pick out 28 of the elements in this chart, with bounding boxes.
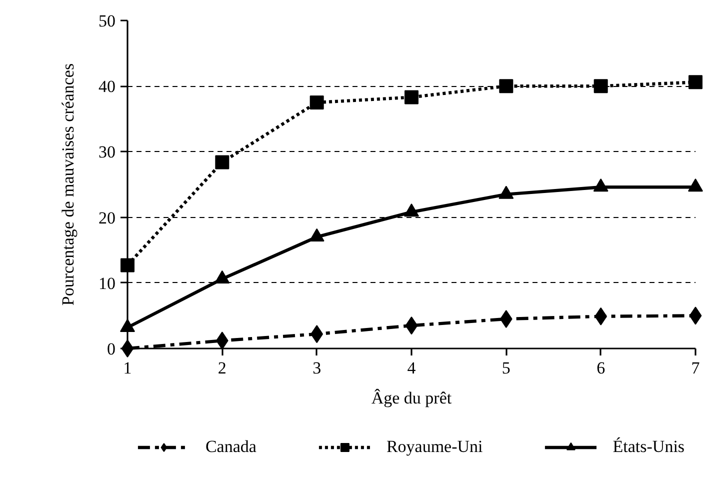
y-tick-label: 10	[98, 274, 116, 293]
x-axis-title: Âge du prêt	[371, 388, 452, 408]
legend-label: États-Unis	[612, 436, 685, 456]
y-tick-label: 40	[98, 77, 116, 96]
point	[689, 306, 702, 325]
x-tick-label: 6	[596, 358, 606, 378]
y-tick-label: 20	[98, 208, 116, 228]
point	[594, 79, 608, 94]
x-tick-label: 1	[123, 358, 132, 378]
point	[215, 155, 230, 170]
x-tick-label: 5	[502, 358, 510, 378]
x-tick-label: 4	[407, 358, 416, 378]
x-tick-label: 3	[312, 358, 322, 378]
point	[405, 316, 418, 335]
point	[121, 340, 134, 358]
point	[310, 96, 324, 110]
x-tick-label: 2	[218, 358, 226, 378]
point	[404, 90, 418, 104]
point	[120, 258, 134, 272]
point	[499, 79, 514, 94]
y-axis-title: Pourcentage de mauvaises créances	[58, 63, 78, 306]
y-tick-label: 50	[98, 12, 116, 30]
point	[688, 75, 702, 90]
legend-label: Canada	[205, 436, 256, 456]
x-tick-label: 7	[691, 358, 700, 378]
y-tick-label: 0	[107, 340, 116, 358]
legend-label: Royaume-Uni	[386, 436, 483, 456]
y-tick-label: 30	[98, 142, 116, 162]
